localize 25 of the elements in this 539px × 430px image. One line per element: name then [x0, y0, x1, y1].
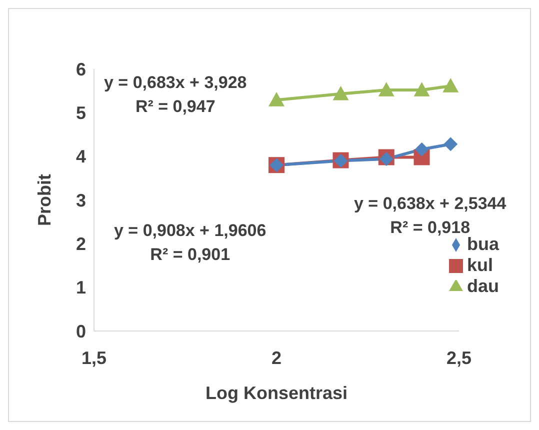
y-tick-label: 5	[76, 103, 86, 124]
y-tick-label: 0	[76, 321, 86, 342]
x-tick-label: 2,5	[446, 348, 472, 368]
point	[442, 78, 459, 92]
x-tick-label: 2	[271, 348, 282, 368]
legend-label: dau	[467, 276, 500, 296]
x-tick-label: 1,5	[81, 348, 107, 368]
y-tick-label: 1	[76, 278, 86, 298]
y-tick-label: 4	[76, 146, 86, 167]
point	[414, 142, 429, 156]
annotation: y = 0,683x + 3,928 R² = 0,947	[104, 72, 247, 118]
legend-label: bua	[467, 234, 500, 254]
annotation: y = 0,908x + 1,9606 R² = 0,901	[114, 220, 266, 266]
y-tick-label: 6	[76, 59, 86, 80]
point	[332, 86, 349, 100]
annotation: y = 0,638x + 2,5344 R² = 0,918	[354, 193, 506, 237]
legend-label: kul	[467, 255, 494, 275]
point	[444, 137, 458, 152]
point	[268, 92, 284, 106]
point	[414, 82, 430, 96]
y-tick-label: 3	[76, 190, 86, 210]
point	[378, 82, 394, 96]
y-axis-title: Probit	[34, 174, 54, 226]
y-tick-label: 2	[76, 234, 86, 254]
x-axis-title: Log Konsentrasi	[205, 383, 348, 403]
